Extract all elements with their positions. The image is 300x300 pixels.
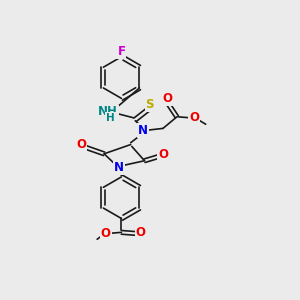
Text: N: N bbox=[114, 161, 124, 174]
Text: N: N bbox=[138, 124, 148, 137]
Text: O: O bbox=[136, 226, 146, 239]
Text: S: S bbox=[146, 98, 154, 111]
Text: O: O bbox=[76, 138, 86, 151]
Text: O: O bbox=[101, 226, 111, 239]
Text: O: O bbox=[189, 111, 199, 124]
Text: O: O bbox=[158, 148, 168, 161]
Text: F: F bbox=[117, 45, 125, 58]
Text: NH: NH bbox=[98, 106, 118, 118]
Text: H: H bbox=[106, 113, 115, 123]
Text: O: O bbox=[162, 92, 172, 105]
